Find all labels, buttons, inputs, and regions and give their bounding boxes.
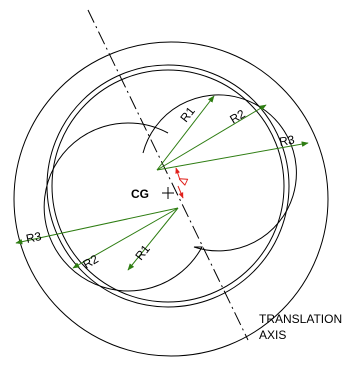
delta-arrow-down	[177, 185, 184, 199]
label-r2-lower: R2	[81, 252, 102, 272]
dim-r3-upper	[156, 141, 309, 171]
label-r3-upper: R3	[278, 132, 296, 149]
delta-arrow-up	[175, 167, 181, 181]
outer-ring	[13, 41, 329, 357]
dim-r2-lower	[72, 207, 179, 269]
label-axis-line1: TRANSLATION	[259, 312, 342, 326]
dim-r2-upper	[156, 104, 267, 171]
label-r2-upper: R2	[227, 107, 248, 127]
label-axis-line2: AXIS	[259, 328, 286, 342]
middle-ring-inner	[51, 69, 285, 303]
translation-axis-line	[87, 9, 249, 341]
label-r1-upper: R1	[177, 104, 198, 125]
dim-r1-upper	[156, 95, 215, 171]
inner-contour	[43, 94, 297, 292]
label-r3-lower: R3	[25, 229, 43, 246]
label-delta: Δ	[175, 174, 191, 187]
dim-r1-lower	[127, 207, 179, 271]
label-r1-lower: R1	[132, 242, 153, 263]
middle-ring-outer	[46, 64, 290, 308]
dim-r3-lower	[15, 207, 179, 245]
label-cg: CG	[131, 187, 149, 201]
